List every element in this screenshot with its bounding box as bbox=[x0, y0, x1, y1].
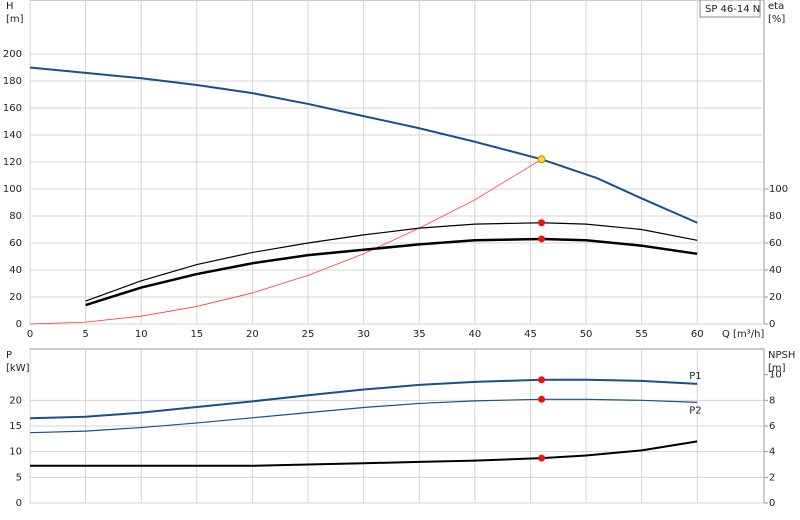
curve-label: P2 bbox=[689, 405, 701, 416]
x-tick-label: 35 bbox=[413, 329, 426, 340]
x-axis-label: Q [m³/h] bbox=[722, 329, 764, 340]
y-tick-label: 15 bbox=[9, 421, 22, 432]
y-tick-label: 0 bbox=[16, 319, 22, 330]
y-tick-label: 40 bbox=[9, 265, 22, 276]
y-tick-label: 0 bbox=[16, 498, 22, 509]
operating-point bbox=[537, 155, 546, 164]
y2-axis-label: NPSH bbox=[768, 350, 795, 361]
y-tick-label: 140 bbox=[3, 130, 22, 141]
y-tick-label: 20 bbox=[9, 395, 22, 406]
y-axis-label: H bbox=[6, 1, 14, 12]
curve bbox=[30, 440, 698, 467]
operating-point bbox=[538, 454, 546, 462]
x-tick-label: 20 bbox=[246, 329, 259, 340]
y2-tick-label: 10 bbox=[769, 370, 782, 381]
curve bbox=[29, 378, 698, 420]
curve bbox=[29, 158, 542, 325]
x-tick-label: 45 bbox=[524, 329, 537, 340]
y2-tick-label: 80 bbox=[769, 211, 782, 222]
x-tick-label: 60 bbox=[691, 329, 704, 340]
y2-axis-label: eta bbox=[768, 1, 784, 12]
y-tick-label: 60 bbox=[9, 238, 22, 249]
operating-point bbox=[538, 376, 546, 384]
y2-tick-label: 0 bbox=[769, 498, 775, 509]
y2-tick-label: 60 bbox=[769, 238, 782, 249]
x-tick-label: 55 bbox=[635, 329, 648, 340]
curve bbox=[85, 222, 698, 302]
operating-point bbox=[538, 395, 546, 403]
x-tick-label: 5 bbox=[82, 329, 88, 340]
y-tick-label: 180 bbox=[3, 76, 22, 87]
y-tick-label: 120 bbox=[3, 157, 22, 168]
operating-point bbox=[538, 235, 546, 243]
x-tick-label: 40 bbox=[468, 329, 481, 340]
x-tick-label: 15 bbox=[190, 329, 203, 340]
title-box bbox=[699, 0, 761, 18]
y2-tick-label: 20 bbox=[769, 292, 782, 303]
y-tick-label: 80 bbox=[9, 211, 22, 222]
x-tick-label: 30 bbox=[357, 329, 370, 340]
y-tick-label: 100 bbox=[3, 184, 22, 195]
curve bbox=[29, 66, 698, 224]
y2-axis-label: [m] bbox=[768, 363, 786, 374]
y2-tick-label: 4 bbox=[769, 447, 775, 458]
y-axis-label: P bbox=[6, 350, 12, 361]
y2-tick-label: 100 bbox=[769, 184, 788, 195]
operating-point bbox=[538, 219, 546, 227]
y-axis-label: [kW] bbox=[6, 363, 30, 374]
y2-tick-label: 40 bbox=[769, 265, 782, 276]
curve bbox=[29, 398, 698, 434]
y-tick-label: 10 bbox=[9, 447, 22, 458]
y-tick-label: 160 bbox=[3, 103, 22, 114]
y2-tick-label: 6 bbox=[769, 421, 775, 432]
y-tick-label: 200 bbox=[3, 49, 22, 60]
y2-tick-label: 2 bbox=[769, 472, 775, 483]
x-tick-label: 25 bbox=[302, 329, 315, 340]
y-axis-label: [m] bbox=[6, 14, 24, 25]
y2-axis-label: [%] bbox=[768, 14, 785, 25]
y-tick-label: 5 bbox=[16, 472, 22, 483]
y2-tick-label: 8 bbox=[769, 395, 775, 406]
curve-label: P1 bbox=[689, 371, 701, 382]
x-tick-label: 10 bbox=[135, 329, 148, 340]
y2-tick-label: 0 bbox=[769, 319, 775, 330]
x-tick-label: 0 bbox=[27, 329, 33, 340]
x-tick-label: 50 bbox=[580, 329, 593, 340]
chart-title: SP 46-14 N bbox=[705, 4, 760, 15]
curve bbox=[85, 237, 698, 307]
y-tick-label: 20 bbox=[9, 292, 22, 303]
